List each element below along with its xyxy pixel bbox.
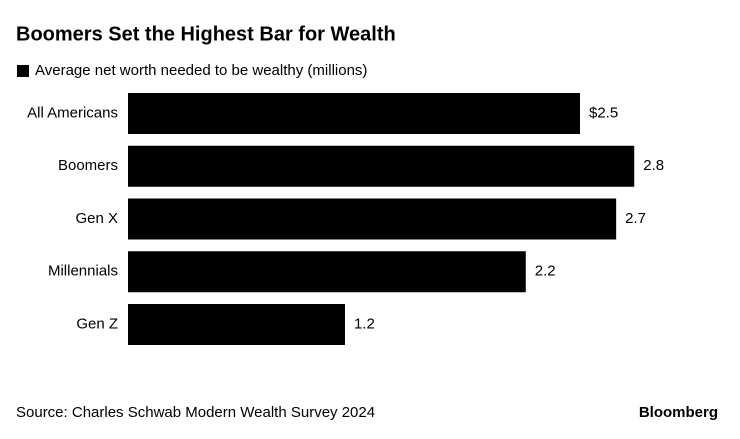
value-label: 1.2 <box>354 315 375 332</box>
y-tick-label: Gen Z <box>76 315 118 332</box>
legend-label: Average net worth needed to be wealthy (… <box>35 62 367 79</box>
y-tick-label: Millennials <box>48 263 118 280</box>
value-label: 2.8 <box>643 157 664 174</box>
y-tick-label: Boomers <box>58 157 118 174</box>
bar <box>128 251 526 293</box>
legend-swatch <box>17 65 29 77</box>
brand: Bloomberg <box>639 404 718 421</box>
bar <box>128 145 635 187</box>
bar <box>128 198 617 240</box>
value-label: 2.7 <box>625 210 646 227</box>
value-label: $2.5 <box>589 104 618 121</box>
source: Source: Charles Schwab Modern Wealth Sur… <box>16 404 375 421</box>
chart-title: Boomers Set the Highest Bar for Wealth <box>16 23 396 45</box>
bar <box>128 93 580 134</box>
value-label: 2.2 <box>535 263 556 280</box>
bar <box>128 304 345 345</box>
y-tick-label: Gen X <box>75 210 118 227</box>
y-tick-label: All Americans <box>27 104 118 121</box>
